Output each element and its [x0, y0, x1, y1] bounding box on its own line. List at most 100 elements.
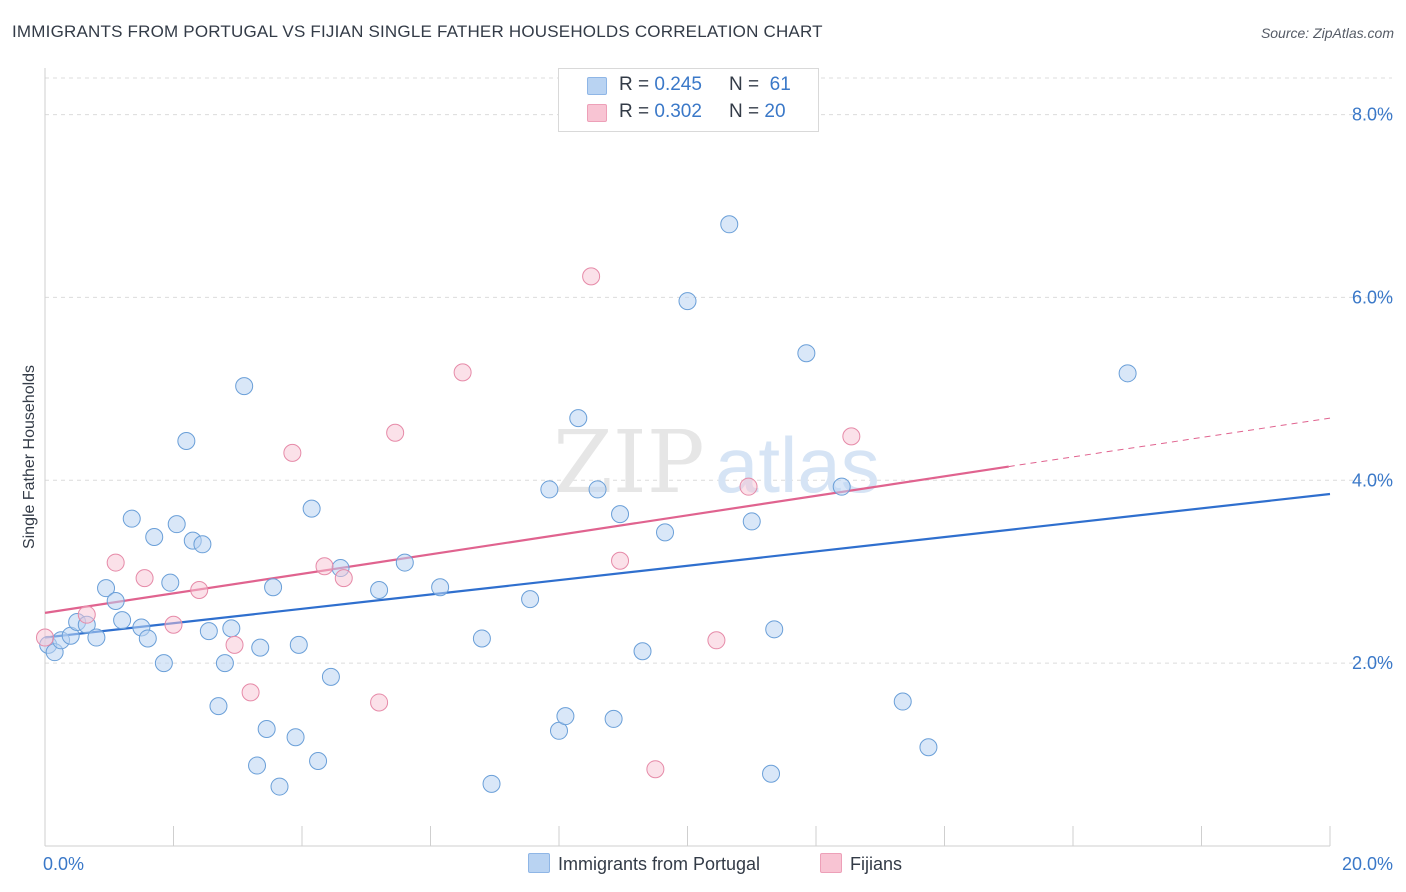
point-fijians	[386, 423, 405, 442]
point-portugal	[395, 553, 414, 572]
point-portugal	[138, 629, 157, 648]
point-portugal	[113, 611, 132, 630]
point-fijians	[135, 569, 154, 588]
point-portugal	[633, 642, 652, 661]
point-portugal	[87, 628, 106, 647]
point-portugal	[309, 751, 328, 770]
chart-title: IMMIGRANTS FROM PORTUGAL VS FIJIAN SINGL…	[12, 22, 823, 41]
point-portugal	[762, 764, 781, 783]
point-portugal	[540, 480, 559, 499]
bottom-legend-portugal: Immigrants from Portugal	[528, 853, 760, 875]
point-portugal	[251, 638, 270, 657]
source-label: Source: ZipAtlas.com	[1260, 25, 1394, 41]
point-portugal	[765, 620, 784, 639]
point-portugal	[1118, 364, 1137, 383]
point-fijians	[370, 693, 389, 712]
point-portugal	[302, 499, 321, 518]
point-portugal	[742, 512, 761, 531]
point-portugal	[919, 738, 938, 757]
point-portugal	[248, 756, 267, 775]
x-tick-label: 0.0%	[43, 854, 84, 874]
point-portugal	[199, 622, 218, 641]
legend-r-label: R =	[619, 101, 650, 122]
point-portugal	[521, 590, 540, 609]
y-tick-label: 4.0%	[1352, 470, 1393, 490]
legend-swatch-pink	[587, 104, 607, 122]
point-portugal	[893, 692, 912, 711]
point-portugal	[832, 477, 851, 496]
point-portugal	[797, 344, 816, 363]
point-fijians	[315, 557, 334, 576]
point-fijians	[739, 477, 758, 496]
point-portugal	[270, 777, 289, 796]
data-points	[36, 215, 1137, 796]
point-portugal	[161, 573, 180, 592]
point-portugal	[122, 509, 141, 528]
point-portugal	[321, 667, 340, 686]
point-portugal	[569, 409, 588, 428]
point-portugal	[167, 515, 186, 534]
point-portugal	[193, 535, 212, 554]
point-portugal	[209, 697, 228, 716]
point-portugal	[472, 629, 491, 648]
point-portugal	[106, 591, 125, 610]
legend-r-value: 0.245	[654, 74, 702, 95]
axes	[44, 68, 1331, 847]
point-fijians	[164, 615, 183, 634]
point-fijians	[283, 443, 302, 462]
point-portugal	[588, 480, 607, 499]
point-portugal	[222, 619, 241, 638]
point-fijians	[842, 427, 861, 446]
legend-row-portugal: R = 0.245 N = 61	[559, 73, 818, 99]
bottom-legend-swatch-blue	[528, 853, 550, 873]
point-portugal	[482, 774, 501, 793]
point-portugal	[286, 728, 305, 747]
point-portugal	[257, 719, 276, 738]
point-fijians	[190, 581, 209, 599]
point-fijians	[334, 569, 353, 588]
point-fijians	[582, 267, 601, 286]
legend-r-value: 0.302	[654, 101, 702, 122]
bottom-legend-label: Immigrants from Portugal	[558, 854, 761, 874]
point-portugal	[431, 578, 450, 597]
point-fijians	[453, 363, 472, 382]
trend-line-portugal	[44, 492, 1331, 639]
legend-n-label: N =	[729, 74, 760, 95]
point-portugal	[145, 527, 164, 546]
point-portugal	[235, 377, 254, 396]
point-portugal	[370, 581, 389, 599]
x-tick-label: 20.0%	[1342, 854, 1393, 874]
tick-labels: 2.0% 4.0% 6.0% 8.0% 0.0% 20.0%	[43, 105, 1393, 874]
legend: R = 0.245 N = 61 R = 0.302 N = 20	[558, 68, 819, 132]
y-tick-label: 2.0%	[1352, 653, 1393, 673]
point-portugal	[215, 654, 234, 673]
legend-row-fijians: R = 0.302 N = 20	[559, 100, 818, 126]
point-portugal	[177, 431, 196, 450]
gridlines	[45, 77, 1392, 664]
point-fijians	[646, 760, 665, 779]
point-fijians	[77, 605, 96, 624]
point-portugal	[154, 654, 173, 673]
legend-r-label: R =	[619, 74, 650, 95]
point-portugal	[604, 709, 623, 728]
point-portugal	[264, 578, 283, 597]
legend-n-value: 61	[769, 74, 791, 95]
trend-line-fijians-extrapolated	[1008, 417, 1331, 468]
bottom-legend-label: Fijians	[850, 854, 903, 874]
y-tick-label: 8.0%	[1352, 105, 1393, 125]
point-fijians	[106, 553, 125, 572]
point-portugal	[556, 707, 575, 726]
watermark-zip: ZIP	[553, 413, 705, 513]
y-tick-label: 6.0%	[1352, 287, 1393, 307]
point-portugal	[656, 523, 675, 542]
point-fijians	[241, 683, 260, 702]
bottom-legend-swatch-pink	[820, 853, 842, 873]
point-portugal	[720, 215, 739, 234]
watermark: ZIP atlas	[553, 413, 880, 513]
point-portugal	[289, 635, 308, 654]
point-portugal	[97, 579, 116, 598]
point-fijians	[225, 635, 244, 654]
legend-n-value: 20	[764, 101, 786, 122]
point-portugal	[678, 292, 697, 311]
